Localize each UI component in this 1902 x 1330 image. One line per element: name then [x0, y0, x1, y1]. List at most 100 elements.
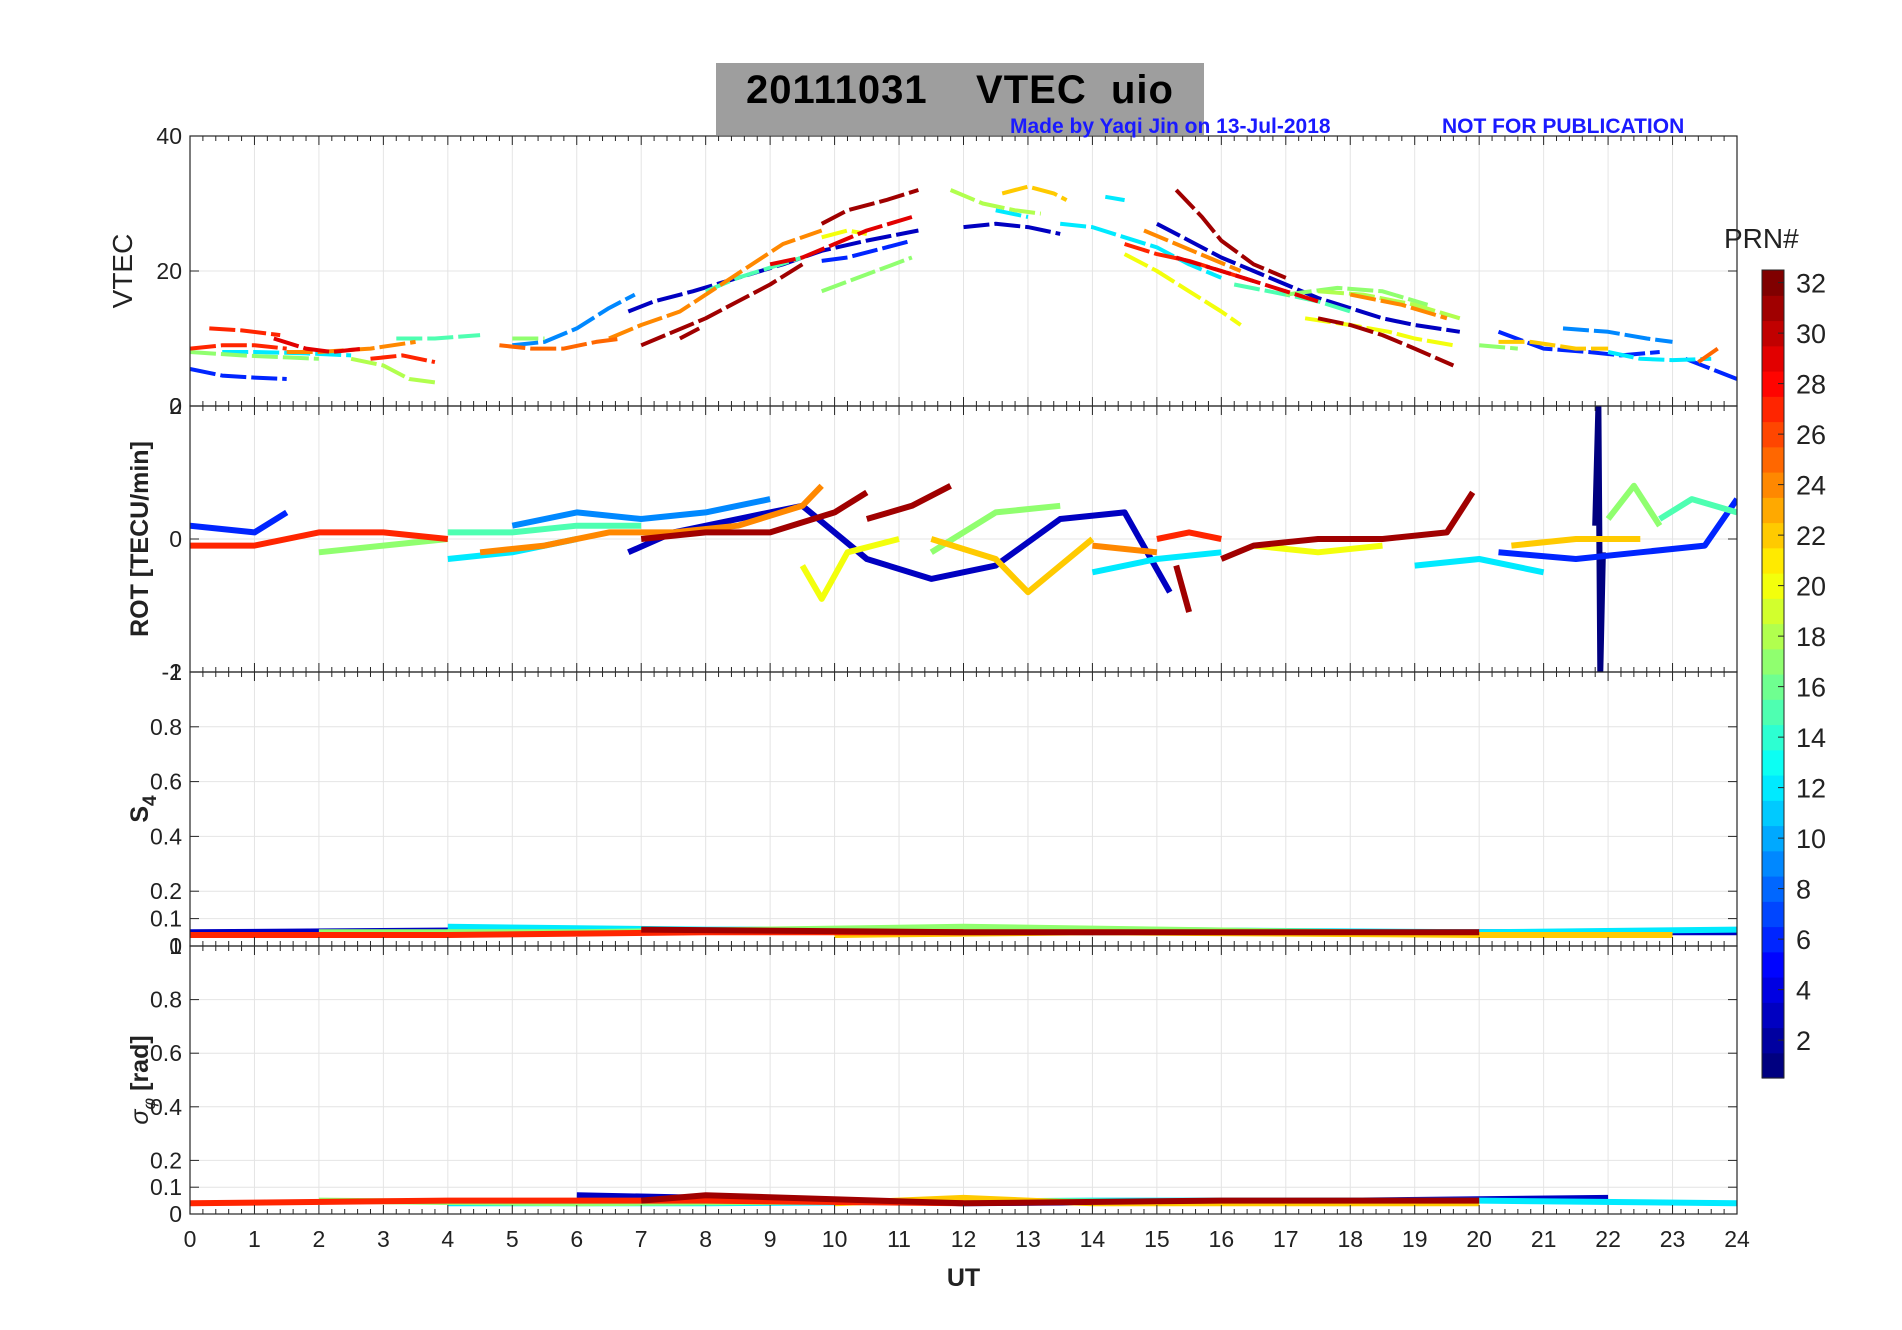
colorbar-cell: [1762, 371, 1784, 397]
series-prn-18: [350, 356, 436, 385]
series-prn-27: [1156, 529, 1222, 542]
series-group: [190, 184, 1737, 385]
x-tick-label: 3: [377, 1226, 390, 1252]
colorbar-cell: [1762, 1027, 1784, 1054]
series-prn-22: [1498, 339, 1609, 351]
series-prn-12: [1059, 221, 1223, 280]
title-box: [716, 63, 1204, 135]
series-prn-31: [865, 483, 952, 522]
series-prn-27: [190, 529, 449, 549]
y-tick-label: 0.4: [150, 823, 182, 849]
colorbar-cell: [1762, 926, 1784, 953]
colorbar-cell: [1762, 648, 1784, 675]
series-prn-12: [1414, 556, 1545, 576]
y-tick-label: 0.2: [150, 878, 182, 904]
y-axis-label: σφ [rad]: [126, 1035, 159, 1124]
colorbar-cell: [1762, 421, 1784, 448]
series-prn-20: [1253, 542, 1383, 556]
series-prn-29: [1175, 255, 1319, 304]
series-prn-15: [396, 333, 481, 341]
x-tick-label: 10: [822, 1226, 848, 1252]
series-group: [190, 1192, 1737, 1207]
colorbar-cell: [1762, 497, 1784, 524]
y-tick-label: 0.2: [150, 1147, 182, 1173]
y-tick-label: 0: [169, 393, 182, 419]
series-group: [190, 923, 1737, 938]
series-prn-6: [1498, 497, 1737, 562]
title-station: uio: [1110, 68, 1174, 112]
x-axis-label: UT: [947, 1264, 980, 1292]
series-prn-12: [222, 350, 352, 358]
colorbar-cell: [1762, 547, 1784, 574]
colorbar-cell: [1762, 749, 1784, 776]
y-tick-label: 0.1: [150, 906, 182, 932]
series-prn-17: [1285, 285, 1429, 307]
x-tick-label: 21: [1531, 1226, 1557, 1252]
series-prn-18: [949, 188, 1042, 216]
y-tick-label: -2: [162, 659, 182, 685]
series-prn-31: [640, 489, 869, 542]
series-prn-31: [1220, 490, 1476, 562]
colorbar-tick-label: 22: [1796, 521, 1826, 551]
series-prn-17: [820, 255, 913, 294]
colorbar-tick-label: 2: [1796, 1026, 1811, 1056]
x-tick-label: 13: [1015, 1226, 1041, 1252]
series-prn-24: [1092, 542, 1158, 556]
x-tick-label: 6: [570, 1226, 583, 1252]
y-tick-label: 1: [169, 659, 182, 685]
y-tick-label: 0.4: [150, 1094, 182, 1120]
series-prn-6: [821, 238, 913, 263]
series-prn-24: [479, 483, 824, 556]
y-tick-label: 40: [156, 123, 182, 149]
colorbar-cell: [1762, 724, 1784, 751]
panel-vtec: 0 20 40 VTEC: [107, 123, 1738, 419]
series-prn-3: [627, 502, 1173, 594]
x-tick-label: 8: [699, 1226, 712, 1252]
series-prn-6: [1684, 356, 1737, 381]
series-prn-25: [1697, 346, 1719, 364]
series-prn-15: [447, 522, 642, 536]
series-prn-6: [190, 366, 287, 381]
series-prn-24: [1349, 292, 1448, 321]
colorbar-cell: [1762, 446, 1784, 473]
y-tick-label: 1: [169, 933, 182, 959]
series-prn-17: [1605, 482, 1663, 528]
series-prn-6: [1497, 329, 1660, 358]
colorbar-label: PRN#: [1724, 223, 1799, 254]
series-prn-17: [1479, 343, 1518, 351]
x-tick-label: 9: [764, 1226, 777, 1252]
colorbar-cell: [1762, 674, 1784, 700]
x-tick-label: 0: [184, 1226, 197, 1252]
x-tick-label: 5: [506, 1226, 519, 1252]
title-date: 20111031: [746, 68, 928, 112]
series-prn-9: [1562, 326, 1673, 344]
y-tick-label: 0: [169, 1201, 182, 1227]
colorbar-cell: [1762, 850, 1784, 877]
colorbar-cell: [1762, 598, 1784, 625]
x-tick-label: 23: [1660, 1226, 1686, 1252]
y-tick-label: 0.8: [150, 987, 182, 1013]
series-prn-24: [286, 339, 416, 354]
colorbar-tick-label: 28: [1796, 370, 1826, 400]
colorbar-cell: [1762, 1052, 1784, 1079]
colorbar-cell: [1762, 472, 1784, 498]
colorbar-cell: [1762, 623, 1784, 650]
x-tick-label: 17: [1273, 1226, 1299, 1252]
series-prn-12: [1091, 549, 1222, 576]
colorbar-cell: [1762, 825, 1784, 852]
y-tick-label: 0: [169, 933, 182, 959]
series-prn-20: [1304, 316, 1454, 348]
y-tick-label: 20: [156, 258, 182, 284]
series-prn-22: [1511, 536, 1641, 549]
x-tick-label: 2: [313, 1226, 326, 1252]
colorbar-cell: [1762, 270, 1784, 296]
series-prn-29: [273, 336, 365, 354]
credit-text: Made by Yaqi Jin on 13-Jul-2018: [1010, 115, 1331, 138]
colorbar-cell: [1762, 977, 1784, 1003]
series-prn-27: [209, 326, 281, 338]
x-tick-label: 1: [248, 1226, 261, 1252]
x-tick-label: 22: [1595, 1226, 1621, 1252]
colorbar-tick-label: 6: [1796, 925, 1811, 955]
